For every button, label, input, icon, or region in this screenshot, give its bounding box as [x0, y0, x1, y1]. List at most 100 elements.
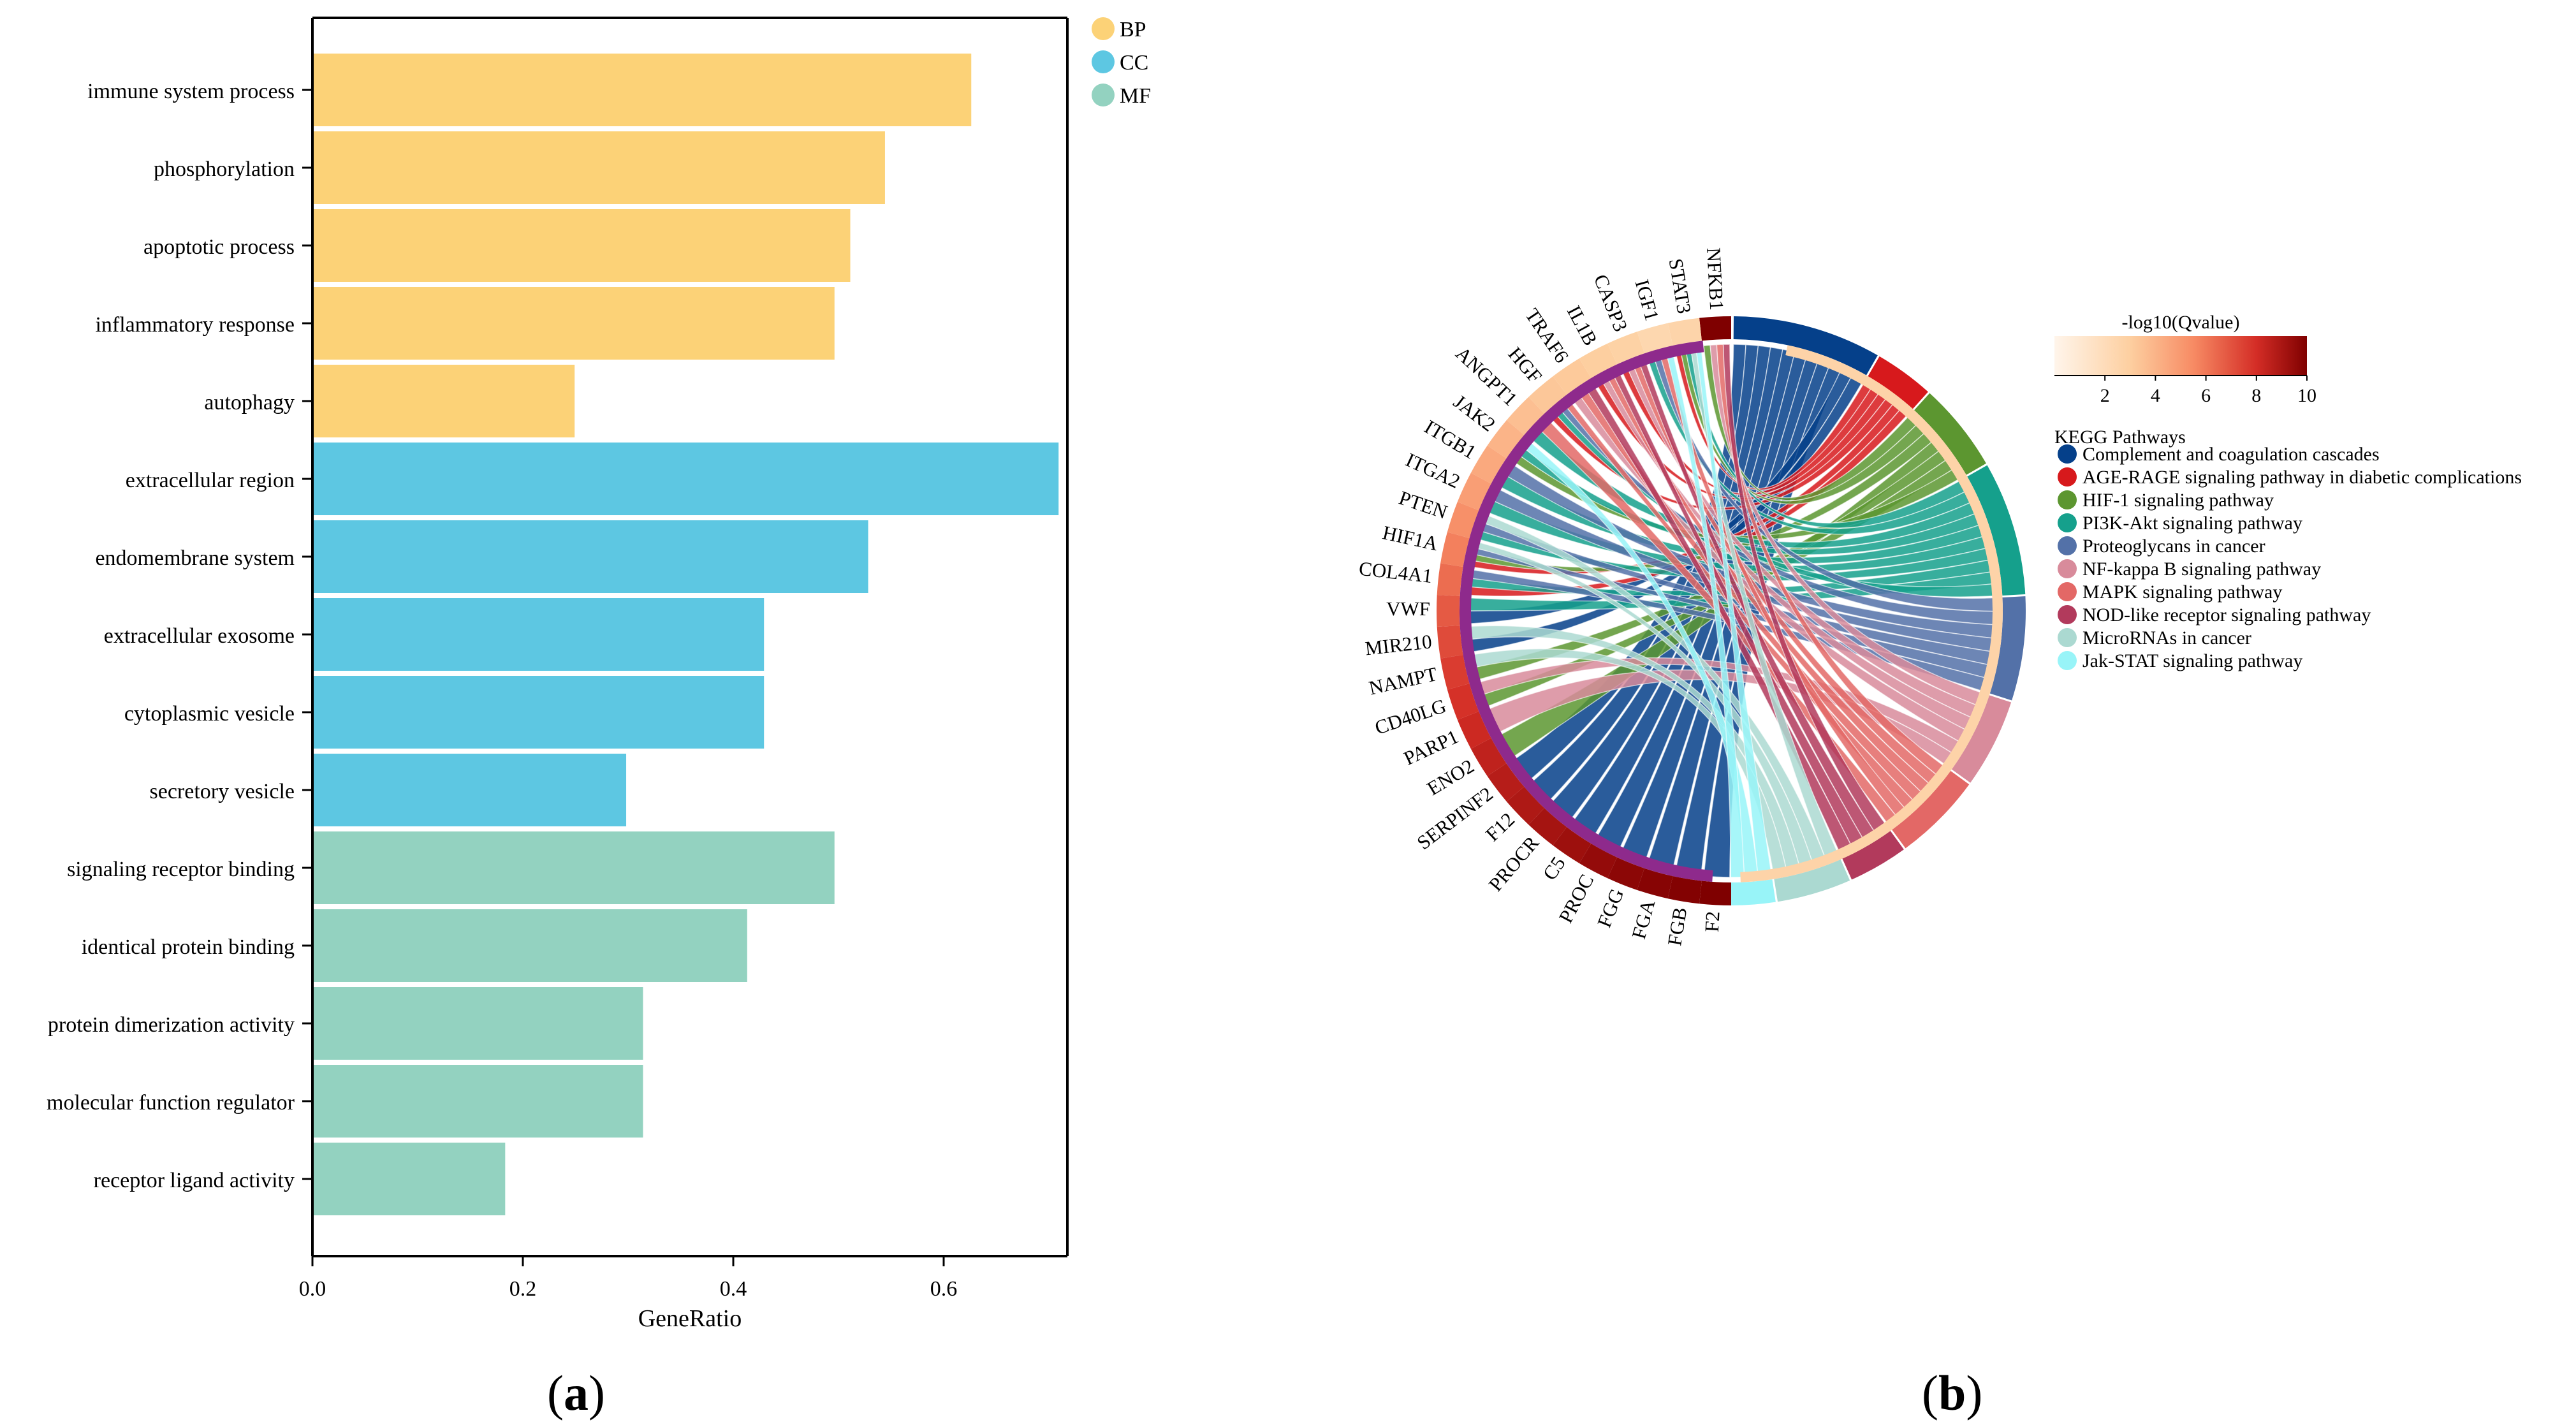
- gene-arc: [1637, 868, 1673, 899]
- gene-arc: [1579, 844, 1618, 879]
- pathway-legend-label: MAPK signaling pathway: [2082, 582, 2282, 603]
- gene-label: IL1B: [1563, 302, 1602, 349]
- category-label: signaling receptor binding: [67, 858, 295, 881]
- bar: [314, 209, 851, 282]
- legend-label: MF: [1120, 84, 1151, 108]
- gene-arc: [1436, 594, 1460, 627]
- gene-arc: [1487, 420, 1525, 458]
- gene-arc: [1506, 786, 1545, 825]
- chord-diagram: NFKB1STAT3IGF1CASP3IL1BTRAF6HGFANGPT1JAK…: [1358, 247, 2522, 948]
- gene-label: STAT3: [1665, 257, 1696, 316]
- gene-label: FGG: [1593, 886, 1628, 931]
- pathway-legend-title: KEGG Pathways: [2054, 427, 2186, 448]
- panel-a-open: (: [547, 1365, 564, 1421]
- pathway-legend-label: NF-kappa B signaling pathway: [2082, 559, 2321, 580]
- colorbar-tick-label: 8: [2251, 385, 2261, 406]
- pathway-legend-label: Jak-STAT signaling pathway: [2082, 650, 2302, 671]
- category-labels: immune system process phosphorylation apop…: [47, 80, 312, 1192]
- x-tick-label: 0.2: [509, 1277, 537, 1301]
- chord-ring: [1436, 316, 2026, 905]
- category-label: receptor ligand activity: [94, 1169, 295, 1192]
- panel-b-open: (: [1922, 1365, 1938, 1421]
- pathway-arc: [1731, 879, 1776, 905]
- gene-arc: [1470, 445, 1507, 484]
- pathway-legend-swatch: [2058, 467, 2077, 487]
- category-label: secretory vesicle: [150, 780, 295, 803]
- pathway-arc: [1892, 770, 1970, 849]
- pathway-legend-label: NOD-like receptor signaling pathway: [2082, 604, 2371, 626]
- category-label: immune system process: [87, 80, 295, 103]
- gene-label: PTEN: [1396, 487, 1451, 523]
- category-label: inflammatory response: [95, 313, 295, 337]
- chord-ribbons: [1464, 344, 1998, 878]
- pathway-legend-swatch: [2058, 490, 2077, 509]
- chord-ribbon: [1722, 344, 1889, 835]
- gene-label: SERPINF2: [1413, 782, 1497, 854]
- x-tick-label: 0.4: [720, 1277, 747, 1301]
- gene-arc: [1447, 683, 1479, 721]
- gene-arc: [1699, 881, 1731, 905]
- pathway-arc: [1989, 596, 2026, 701]
- bar: [314, 598, 765, 671]
- gene-arc: [1437, 563, 1463, 596]
- gene-arc: [1437, 626, 1463, 659]
- gene-arc: [1457, 711, 1491, 749]
- gene-label: JAK2: [1449, 390, 1500, 436]
- pathway-legend-swatch: [2058, 651, 2077, 670]
- pathway-legend: Complement and coagulation cascadesAGE-R…: [2058, 444, 2522, 671]
- bar: [314, 1065, 643, 1138]
- gene-arc: [1667, 876, 1702, 904]
- colorbar-tick-label: 4: [2151, 385, 2160, 406]
- x-axis-label: GeneRatio: [638, 1305, 742, 1332]
- pathway-arc: [1967, 465, 2026, 596]
- category-label: autophagy: [204, 391, 295, 414]
- colorbar-tick-label: 10: [2297, 385, 2316, 406]
- pathway-arc: [1842, 831, 1904, 880]
- category-label: endomembrane system: [95, 546, 295, 570]
- legend-label: CC: [1120, 51, 1148, 75]
- gene-label: FGB: [1663, 905, 1691, 947]
- legend-label: BP: [1120, 18, 1146, 41]
- pathway-legend-label: Proteoglycans in cancer: [2082, 536, 2265, 557]
- gene-label: CASP3: [1590, 271, 1632, 334]
- bar: [314, 365, 575, 437]
- bar-series: [314, 54, 1059, 1215]
- colorbar-ticks: 2 4 6 8 10: [2100, 376, 2316, 406]
- category-label: molecular function regulator: [47, 1091, 295, 1115]
- pathway-arc: [1951, 695, 2012, 783]
- chord-ribbon: [1709, 344, 1986, 707]
- gene-label: HGF: [1504, 342, 1547, 387]
- gene-arc: [1607, 332, 1644, 365]
- category-label: extracellular region: [126, 469, 295, 492]
- pathway-arc: [1914, 393, 1986, 475]
- gene-arc: [1457, 472, 1491, 511]
- category-label: phosphorylation: [154, 157, 295, 181]
- pathway-legend-label: AGE-RAGE signaling pathway in diabetic c…: [2082, 467, 2522, 488]
- x-tick-label: 0.0: [299, 1277, 326, 1301]
- gene-label: MIR210: [1364, 630, 1433, 659]
- gene-label: IGF1: [1631, 277, 1664, 323]
- gene-label: PROC: [1555, 870, 1599, 926]
- gene-arc: [1528, 376, 1567, 414]
- colorbar: -log10(Qvalue) 2 4 6 8 10: [2054, 312, 2316, 406]
- bar: [314, 54, 972, 126]
- bar: [314, 131, 885, 204]
- pathway-arc: [1774, 859, 1850, 902]
- gene-arc: [1553, 827, 1592, 863]
- pathway-legend-label: HIF-1 signaling pathway: [2082, 490, 2274, 511]
- bar: [314, 831, 835, 904]
- gene-arc: [1440, 654, 1470, 690]
- panel-a-label: (a): [547, 1365, 605, 1422]
- gene-arc: [1553, 358, 1592, 395]
- bar: [314, 287, 835, 360]
- bar: [314, 520, 868, 593]
- x-tick-label: 0.6: [930, 1277, 958, 1301]
- pathway-legend-label: PI3K-Akt signaling pathway: [2082, 513, 2302, 534]
- gene-label: HIF1A: [1380, 521, 1440, 555]
- gene-arc: [1487, 763, 1525, 802]
- gene-arc: [1506, 397, 1545, 435]
- gene-arc: [1579, 343, 1618, 378]
- pathway-arc: [1868, 356, 1928, 409]
- legend-swatch-cc: [1092, 50, 1115, 73]
